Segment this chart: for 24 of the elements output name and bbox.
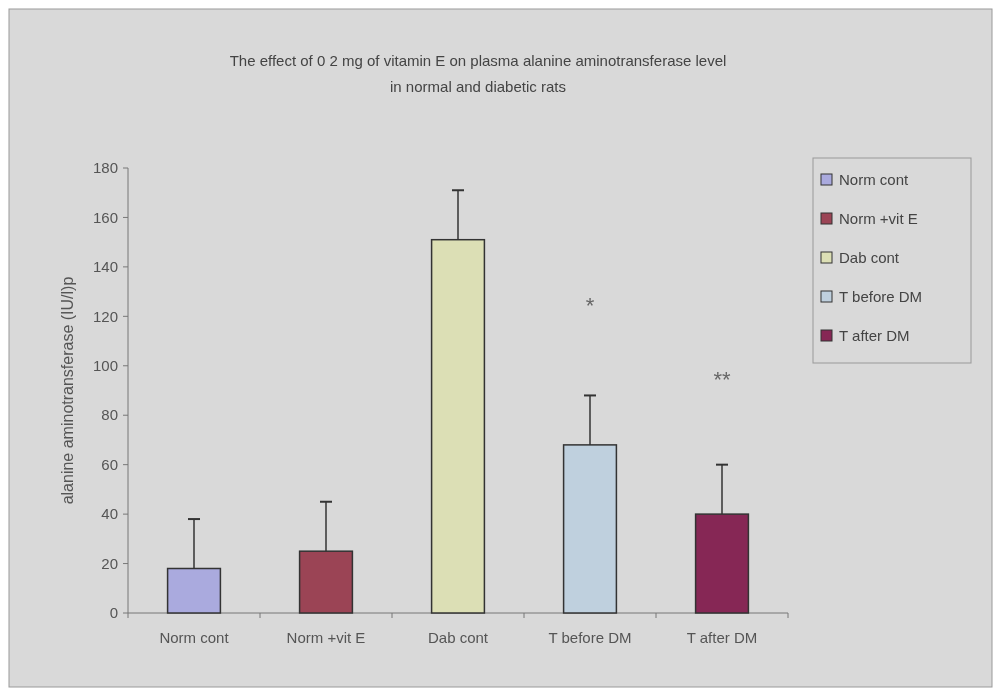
- legend-label: T after DM: [839, 327, 910, 345]
- annotation: **: [713, 367, 731, 393]
- annotation: *: [585, 293, 595, 319]
- x-tick-label: T after DM: [686, 629, 758, 646]
- x-tick-label: T before DM: [548, 629, 632, 646]
- y-tick-label: 60: [101, 455, 118, 473]
- y-tick-label: 100: [92, 357, 118, 375]
- chart-title: The effect of 0 2 mg of vitamin E on plasma alanine aminotransferase level in normal and diabetic rats: [229, 52, 727, 95]
- y-tick-label: 80: [101, 406, 118, 424]
- x-tick-label: Norm +vit E: [286, 629, 366, 646]
- x-tick-label: Norm cont: [159, 629, 230, 646]
- x-tick-label: Dab cont: [427, 629, 489, 646]
- legend-label: Norm +vit E: [839, 210, 918, 228]
- y-tick-label: 180: [92, 159, 118, 177]
- y-tick-label: 140: [92, 258, 118, 276]
- legend-label: Dab cont: [839, 249, 900, 267]
- y-tick-label: 0: [109, 604, 118, 622]
- legend-label: T before DM: [839, 288, 923, 306]
- y-tick-label: 20: [101, 554, 118, 572]
- legend-label: Norm cont: [839, 171, 910, 189]
- y-tick-label: 160: [92, 208, 118, 226]
- y-tick-label: 120: [92, 307, 118, 325]
- y-tick-label: 40: [101, 505, 118, 523]
- y-axis-title: alanine aminotransferase (IU/l)p: [59, 276, 76, 505]
